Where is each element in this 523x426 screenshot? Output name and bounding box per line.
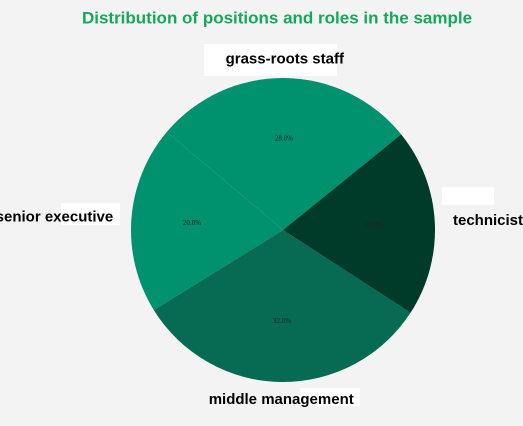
slice-label: senior executive [0,209,113,226]
slice-label: technicist [453,212,523,229]
slice-percent: 20.0% [365,221,383,229]
pie-slice [131,131,283,311]
chart-title: Distribution of positions and roles in t… [82,8,472,27]
blank-box [61,203,120,225]
pie: 28.0% grass-roots staff 20.0% senior execut… [0,51,523,408]
blank-box [300,388,360,406]
slice-label: grass-roots staff [226,51,345,68]
blank-box [204,44,337,76]
pie-slice [166,78,402,230]
blank-box [442,187,494,205]
slice-label: middle management [209,391,354,408]
slice-percent: 32.0% [273,317,291,325]
slice-percent: 20.0% [183,219,201,227]
slice-percent: 28.0% [275,134,293,142]
pie-slice [283,134,435,313]
pie-slice [153,230,411,383]
